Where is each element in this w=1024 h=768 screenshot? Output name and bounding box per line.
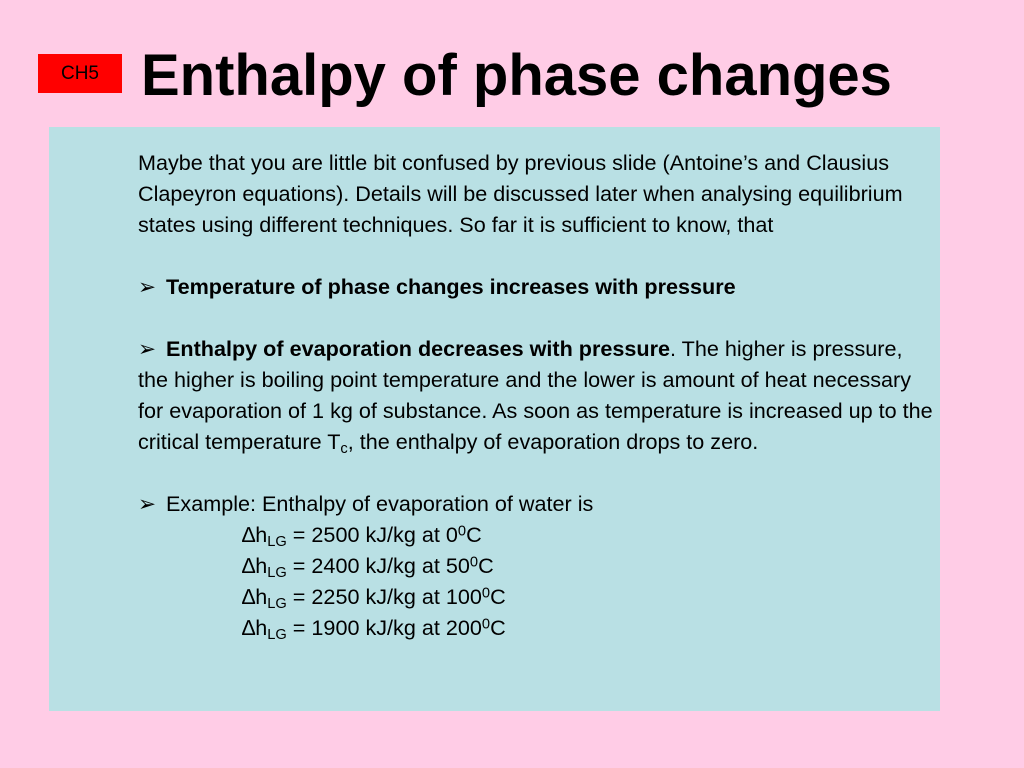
- unit: C: [490, 584, 506, 609]
- bullet-pressure-temperature: ➢ Temperature of phase changes increases …: [138, 271, 938, 302]
- equation-line: ∆hLG = 2400 kJ/kg at 500C: [138, 550, 938, 581]
- content-panel: Maybe that you are little bit confused b…: [49, 127, 940, 711]
- bullet-bold-text: Temperature of phase changes increases w…: [166, 274, 736, 299]
- equation-value: = 2500 kJ/kg at 0: [286, 522, 458, 547]
- equation-value: = 2250 kJ/kg at 100: [286, 584, 482, 609]
- degree-superscript: 0: [469, 554, 479, 571]
- degree-superscript: 0: [457, 523, 467, 540]
- delta-h-symbol: ∆h: [242, 522, 268, 547]
- equation-value: = 2400 kJ/kg at 50: [286, 553, 470, 578]
- unit: C: [466, 522, 482, 547]
- critical-temperature-subscript: c: [340, 441, 348, 458]
- lg-subscript: LG: [267, 534, 287, 551]
- bullet-text: Example: Enthalpy of evaporation of wate…: [166, 491, 594, 516]
- equation-line: ∆hLG = 1900 kJ/kg at 2000C: [138, 612, 938, 643]
- delta-h-symbol: ∆h: [242, 615, 268, 640]
- intro-paragraph: Maybe that you are little bit confused b…: [138, 150, 903, 237]
- bullet-text-end: , the enthalpy of evaporation drops to z…: [347, 429, 759, 454]
- slide-title: Enthalpy of phase changes: [141, 43, 892, 108]
- delta-h-symbol: ∆h: [242, 553, 268, 578]
- arrow-bullet-icon: ➢: [138, 491, 157, 516]
- equation-line: ∆hLG = 2500 kJ/kg at 00C: [138, 519, 938, 550]
- bullet-enthalpy-evaporation: ➢ Enthalpy of evaporation decreases with …: [138, 333, 938, 457]
- unit: C: [490, 615, 506, 640]
- arrow-bullet-icon: ➢: [138, 336, 157, 361]
- arrow-bullet-icon: ➢: [138, 274, 157, 299]
- bullet-text: . The higher is pressure, the higher is …: [138, 336, 933, 454]
- bullet-example: ➢ Example: Enthalpy of evaporation of wat…: [138, 488, 938, 519]
- equation-value: = 1900 kJ/kg at 200: [286, 615, 482, 640]
- degree-superscript: 0: [481, 616, 491, 633]
- lg-subscript: LG: [267, 596, 287, 613]
- equation-line: ∆hLG = 2250 kJ/kg at 1000C: [138, 581, 938, 612]
- chapter-badge: CH5: [38, 54, 122, 93]
- unit: C: [478, 553, 494, 578]
- lg-subscript: LG: [267, 565, 287, 582]
- degree-superscript: 0: [481, 585, 491, 602]
- delta-h-symbol: ∆h: [242, 584, 268, 609]
- bullet-bold-text: Enthalpy of evaporation decreases with p…: [166, 336, 671, 361]
- lg-subscript: LG: [267, 627, 287, 644]
- slide-body: Maybe that you are little bit confused b…: [138, 147, 938, 643]
